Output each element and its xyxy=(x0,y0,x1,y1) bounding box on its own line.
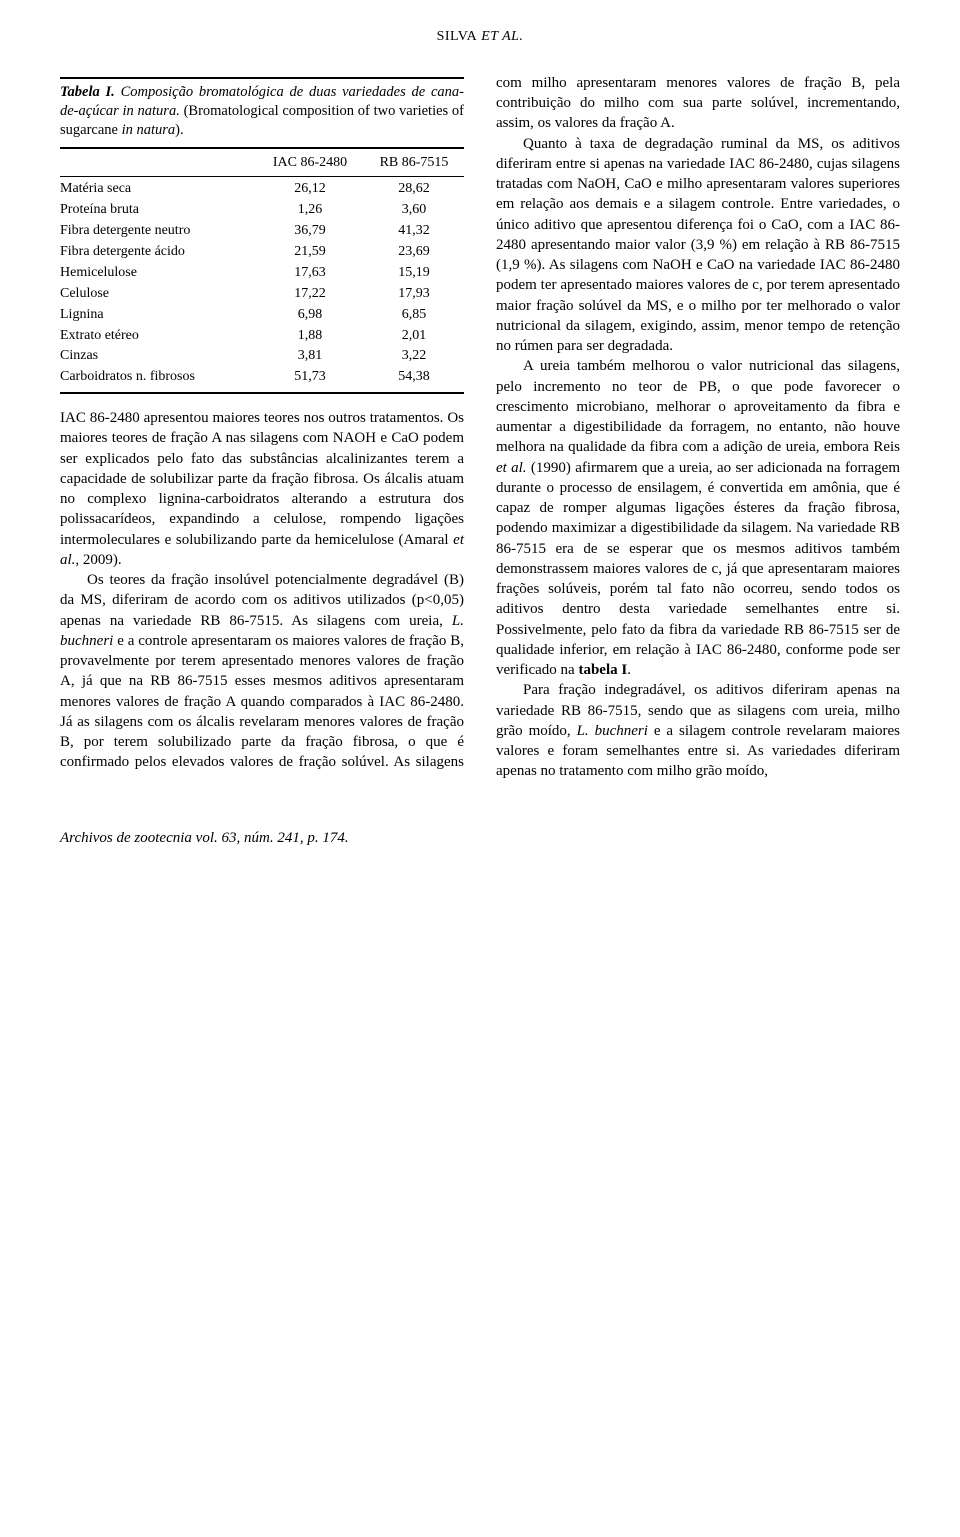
table-row: Fibra detergente ácido21,5923,69 xyxy=(60,242,464,263)
table-rule-mid xyxy=(60,147,464,149)
table-cell-value: 6,98 xyxy=(256,305,364,326)
table-col-2: RB 86-7515 xyxy=(364,153,464,174)
table-cell-value: 21,59 xyxy=(256,242,364,263)
para-text: IAC 86-2480 apresentou maiores teores no… xyxy=(60,410,464,548)
table-row: Matéria seca26,1228,62 xyxy=(60,179,464,200)
table-cell-value: 51,73 xyxy=(256,367,364,388)
para-text: . xyxy=(627,662,631,678)
table-cell-label: Cinzas xyxy=(60,346,256,367)
running-head-etal: ET AL. xyxy=(477,29,523,44)
table-label: Tabela I. xyxy=(60,84,115,100)
table-cell-value: 6,85 xyxy=(364,305,464,326)
table-title-close: ). xyxy=(175,122,183,138)
para-text: (1990) afirmarem que a ureia, ao ser adi… xyxy=(496,460,900,679)
table-1: Tabela I. Composição bromatológica de du… xyxy=(60,77,464,394)
table-cell-label: Celulose xyxy=(60,284,256,305)
table-cell-value: 54,38 xyxy=(364,367,464,388)
paragraph: Para fração indegradável, os aditivos di… xyxy=(496,680,900,781)
table-cell-label: Fibra detergente neutro xyxy=(60,221,256,242)
table-cell-value: 3,22 xyxy=(364,346,464,367)
table-rule-bottom xyxy=(60,392,464,394)
para-text: A ureia também melhorou o valor nutricio… xyxy=(496,358,900,455)
table-row: Fibra detergente neutro36,7941,32 xyxy=(60,221,464,242)
para-ital: et al. xyxy=(496,460,527,476)
table-title-innatura: in natura xyxy=(122,122,176,138)
table-cell-value: 15,19 xyxy=(364,263,464,284)
table-cell-label: Matéria seca xyxy=(60,179,256,200)
table-row: Lignina6,986,85 xyxy=(60,305,464,326)
table-header-row: IAC 86-2480 RB 86-7515 xyxy=(60,153,464,174)
para-text: , 2009). xyxy=(75,552,121,568)
table-cell-value: 17,22 xyxy=(256,284,364,305)
paragraph: A ureia também melhorou o valor nutricio… xyxy=(496,356,900,680)
table-cell-value: 3,60 xyxy=(364,200,464,221)
table-cell-label: Hemicelulose xyxy=(60,263,256,284)
running-head-author: SILVA xyxy=(437,29,478,44)
table-cell-value: 17,63 xyxy=(256,263,364,284)
table-row: Extrato etéreo1,882,01 xyxy=(60,326,464,347)
para-text: Os teores da fração insolúvel potencialm… xyxy=(60,572,464,629)
paragraph: IAC 86-2480 apresentou maiores teores no… xyxy=(60,408,464,570)
table-row: Proteína bruta1,263,60 xyxy=(60,200,464,221)
table-cell-value: 3,81 xyxy=(256,346,364,367)
table-cell-value: 23,69 xyxy=(364,242,464,263)
table-row: Cinzas3,813,22 xyxy=(60,346,464,367)
table-row: Carboidratos n. fibrosos51,7354,38 xyxy=(60,367,464,388)
table-cell-value: 36,79 xyxy=(256,221,364,242)
table-col-0 xyxy=(60,153,256,174)
table-cell-value: 41,32 xyxy=(364,221,464,242)
table-cell-label: Proteína bruta xyxy=(60,200,256,221)
table-caption: Tabela I. Composição bromatológica de du… xyxy=(60,83,464,140)
table-data: IAC 86-2480 RB 86-7515 Matéria seca26,12… xyxy=(60,153,464,388)
running-head: SILVA ET AL. xyxy=(60,28,900,47)
paragraph: Quanto à taxa de degradação ruminal da M… xyxy=(496,134,900,357)
table-rule-top xyxy=(60,77,464,79)
para-bold: tabela I xyxy=(578,662,627,678)
table-cell-label: Carboidratos n. fibrosos xyxy=(60,367,256,388)
table-cell-value: 28,62 xyxy=(364,179,464,200)
table-cell-value: 17,93 xyxy=(364,284,464,305)
page-footer: Archivos de zootecnia vol. 63, núm. 241,… xyxy=(60,828,900,848)
table-row: Celulose17,2217,93 xyxy=(60,284,464,305)
table-col-1: IAC 86-2480 xyxy=(256,153,364,174)
table-cell-label: Lignina xyxy=(60,305,256,326)
table-cell-value: 26,12 xyxy=(256,179,364,200)
two-column-body: Tabela I. Composição bromatológica de du… xyxy=(60,73,900,782)
table-row: Hemicelulose17,6315,19 xyxy=(60,263,464,284)
para-text: Quanto à taxa de degradação ruminal da M… xyxy=(496,136,900,355)
table-cell-label: Extrato etéreo xyxy=(60,326,256,347)
table-cell-value: 2,01 xyxy=(364,326,464,347)
para-ital: L. buchneri xyxy=(577,723,648,739)
table-cell-value: 1,88 xyxy=(256,326,364,347)
table-cell-label: Fibra detergente ácido xyxy=(60,242,256,263)
table-cell-value: 1,26 xyxy=(256,200,364,221)
